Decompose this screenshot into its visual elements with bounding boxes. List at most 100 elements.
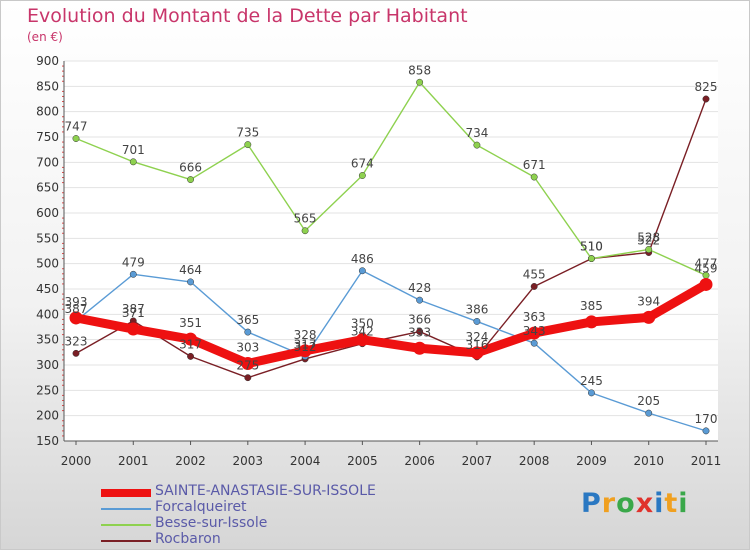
data-label: 459 — [695, 261, 718, 275]
data-label: 387 — [65, 302, 88, 316]
y-tick-label: 700 — [36, 155, 59, 169]
legend-swatch — [101, 508, 151, 510]
brand-letter: r — [601, 488, 617, 519]
data-label: 666 — [179, 161, 202, 175]
data-point — [702, 427, 710, 435]
data-label: 734 — [465, 126, 488, 140]
data-point — [241, 356, 255, 370]
data-point — [584, 315, 598, 329]
x-tick-label: 2006 — [404, 454, 435, 468]
data-label: 825 — [695, 80, 718, 94]
data-label: 486 — [351, 252, 374, 266]
data-point — [416, 78, 424, 86]
data-point — [244, 141, 252, 149]
data-label: 394 — [637, 294, 660, 308]
data-label: 343 — [523, 324, 546, 338]
legend-label: SAINTE-ANASTASIE-SUR-ISSOLE — [155, 483, 376, 499]
data-label: 510 — [580, 240, 603, 254]
data-label: 365 — [236, 313, 259, 327]
data-label: 565 — [294, 212, 317, 226]
data-point — [129, 270, 137, 278]
data-label: 363 — [523, 310, 546, 324]
data-point — [530, 339, 538, 347]
y-tick-label: 200 — [36, 409, 59, 423]
x-tick-label: 2009 — [576, 454, 607, 468]
data-point — [413, 341, 427, 355]
y-tick-label: 300 — [36, 358, 59, 372]
data-label: 464 — [179, 263, 202, 277]
data-point — [184, 332, 198, 346]
data-point — [645, 409, 653, 417]
data-labels-layer: 323 387 317 275 312 342 366 316 455 510 522 825 387 4… — [65, 63, 718, 426]
brand-letter: P — [581, 488, 602, 519]
data-label: 735 — [236, 126, 259, 140]
brand-letter: i — [654, 488, 665, 519]
data-point — [187, 352, 194, 360]
data-point — [355, 333, 369, 347]
x-tick-label: 2002 — [175, 454, 206, 468]
data-point — [69, 311, 83, 325]
data-point — [244, 374, 252, 382]
data-label: 342 — [351, 325, 374, 339]
x-tick-label: 2004 — [290, 454, 321, 468]
data-point — [699, 277, 713, 291]
data-point — [72, 135, 80, 142]
x-tick-label: 2008 — [519, 454, 550, 468]
data-label: 333 — [408, 325, 431, 339]
data-label: 317 — [294, 337, 317, 351]
data-label: 671 — [523, 158, 546, 172]
data-point — [470, 346, 484, 360]
legend-swatch — [101, 489, 151, 497]
chart-title: Evolution du Montant de la Dette par Hab… — [27, 5, 468, 27]
y-tick-label: 850 — [36, 79, 59, 93]
data-point — [358, 267, 366, 275]
axes: 150 200 250 300 350 400 450 500 550 600 650 700 750 8… — [36, 54, 721, 468]
data-point — [126, 322, 140, 336]
data-point — [129, 158, 137, 166]
legend-swatch — [101, 540, 151, 542]
data-point — [358, 172, 366, 179]
y-tick-label: 900 — [36, 54, 59, 68]
brand-letter: i — [678, 488, 689, 519]
data-label: 387 — [122, 302, 145, 316]
y-tick-label: 450 — [36, 282, 59, 296]
data-label: 528 — [637, 230, 660, 244]
data-label: 205 — [637, 394, 660, 408]
x-tick-label: 2005 — [347, 454, 378, 468]
y-tick-label: 600 — [36, 206, 59, 220]
brand-letter: t — [664, 488, 679, 519]
data-point — [416, 296, 424, 304]
data-point — [416, 328, 424, 336]
data-point — [588, 389, 595, 397]
y-tick-label: 800 — [36, 105, 59, 119]
chart-unit: (en €) — [27, 30, 63, 44]
data-label: 477 — [695, 256, 718, 270]
legend-label: Besse-sur-Issole — [155, 515, 268, 531]
brand-letter: x — [635, 488, 655, 519]
legend-swatch — [101, 524, 151, 526]
y-tick-label: 250 — [36, 383, 59, 397]
data-label: 351 — [179, 316, 202, 330]
data-label: 350 — [351, 317, 374, 331]
data-label: 324 — [465, 330, 488, 344]
series-layer — [69, 78, 713, 435]
data-point — [588, 255, 595, 263]
data-label: 323 — [65, 334, 88, 348]
data-label: 170 — [695, 412, 718, 426]
data-label: 510 — [580, 240, 603, 254]
data-label: 674 — [351, 157, 374, 171]
x-tick-label: 2001 — [118, 454, 149, 468]
data-point — [645, 246, 653, 253]
data-label: 386 — [465, 302, 488, 316]
data-point — [244, 328, 252, 336]
grid-lines — [64, 60, 718, 442]
series-line — [71, 279, 711, 368]
data-label: 455 — [523, 267, 546, 281]
data-label: 275 — [236, 359, 259, 373]
data-point — [187, 176, 194, 184]
brand-letter: o — [616, 488, 636, 519]
x-tick-label: 2007 — [462, 454, 493, 468]
data-label: 316 — [465, 338, 488, 352]
data-label: 371 — [122, 306, 145, 320]
